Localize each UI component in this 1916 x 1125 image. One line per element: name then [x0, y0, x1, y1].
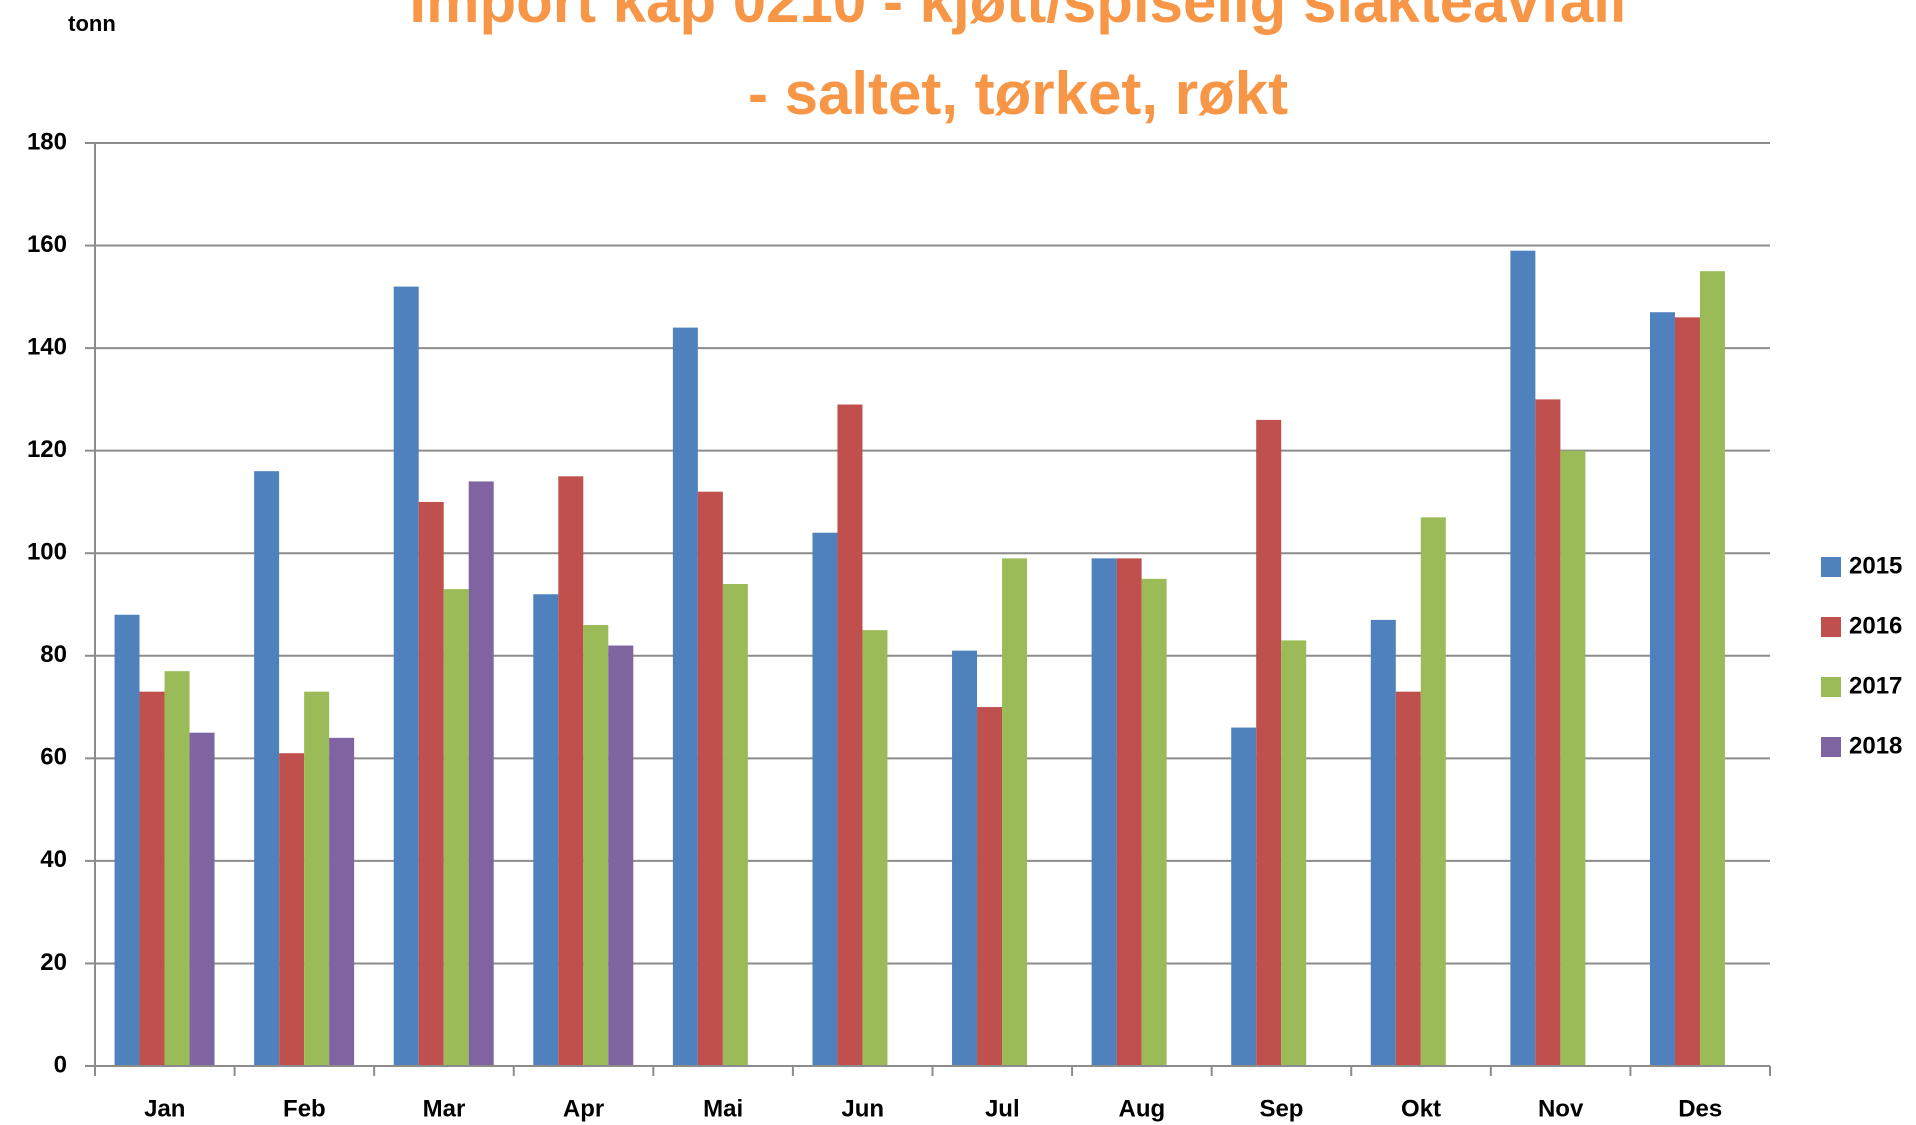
bar — [189, 732, 215, 1066]
bar — [583, 625, 609, 1066]
y-tick-label: 0 — [54, 1051, 67, 1078]
chart-title: Import kap 0210 - kjøtt/spiselig slaktea… — [409, 0, 1626, 35]
legend-swatch — [1821, 737, 1841, 757]
x-tick-label: Feb — [283, 1095, 326, 1122]
x-tick-label: Nov — [1538, 1095, 1584, 1122]
bar — [1674, 317, 1700, 1066]
bar — [304, 691, 330, 1066]
bar — [393, 286, 419, 1067]
y-axis-label: tonn — [68, 11, 116, 36]
bar — [1699, 271, 1725, 1066]
y-tick-label: 40 — [40, 846, 67, 873]
bar — [952, 650, 978, 1066]
y-tick-label: 120 — [27, 436, 67, 463]
bar — [1510, 250, 1536, 1066]
bar — [1649, 312, 1675, 1066]
bar — [418, 501, 444, 1066]
bar — [608, 645, 634, 1066]
y-tick-label: 100 — [27, 539, 67, 566]
legend-label: 2015 — [1849, 552, 1902, 579]
y-tick-label: 140 — [27, 333, 67, 360]
bar — [1116, 558, 1142, 1066]
legend-swatch — [1821, 677, 1841, 697]
bar — [468, 481, 494, 1066]
bar — [1420, 517, 1446, 1066]
bar — [1141, 578, 1167, 1066]
y-tick-label: 160 — [27, 231, 67, 258]
bar — [1281, 640, 1307, 1066]
bar — [1560, 450, 1586, 1067]
x-tick-label: Apr — [563, 1095, 604, 1122]
y-tick-label: 60 — [40, 744, 67, 771]
bar — [1002, 558, 1028, 1066]
legend-label: 2018 — [1849, 732, 1902, 759]
legend-label: 2017 — [1849, 672, 1902, 699]
bar — [837, 404, 863, 1066]
bar — [279, 753, 305, 1066]
bar — [1091, 558, 1117, 1066]
x-tick-label: Mai — [703, 1095, 743, 1122]
bar — [1256, 419, 1282, 1066]
bar — [812, 532, 838, 1066]
legend-swatch — [1821, 557, 1841, 577]
x-tick-label: Okt — [1401, 1095, 1441, 1122]
bar — [1370, 619, 1396, 1066]
legend-label: 2016 — [1849, 612, 1902, 639]
bar — [533, 594, 559, 1066]
x-tick-label: Jan — [144, 1095, 185, 1122]
bar — [114, 614, 140, 1066]
x-tick-label: Aug — [1119, 1095, 1166, 1122]
x-tick-label: Des — [1678, 1095, 1722, 1122]
bar — [1395, 691, 1421, 1066]
x-tick-label: Mar — [423, 1095, 466, 1122]
bar — [1535, 399, 1561, 1066]
bar — [164, 671, 190, 1066]
bar — [977, 707, 1003, 1066]
bar — [254, 471, 280, 1067]
bar — [558, 476, 584, 1066]
x-tick-label: Sep — [1259, 1095, 1303, 1122]
y-tick-label: 180 — [27, 128, 67, 155]
bar — [1231, 727, 1257, 1066]
bar — [697, 491, 723, 1066]
legend-swatch — [1821, 617, 1841, 637]
bar — [443, 589, 469, 1066]
chart-title: - saltet, tørket, røkt — [748, 60, 1288, 127]
bar — [862, 630, 888, 1066]
y-tick-label: 20 — [40, 949, 67, 976]
x-tick-label: Jul — [985, 1095, 1020, 1122]
bar — [139, 691, 165, 1066]
bar — [329, 737, 355, 1066]
bar — [672, 327, 698, 1067]
bar — [722, 583, 748, 1066]
y-tick-label: 80 — [40, 641, 67, 668]
x-tick-label: Jun — [841, 1095, 884, 1122]
